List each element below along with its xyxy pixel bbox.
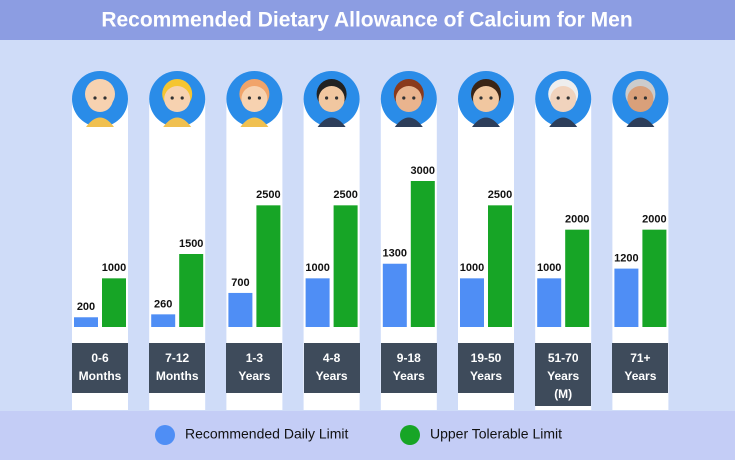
avatar-eye [402,96,406,100]
bar [642,229,667,327]
avatar-eye [257,96,261,100]
bar [382,263,407,327]
category-label: 1-3 Years [226,343,283,393]
avatar-body [86,117,114,127]
bar [333,205,358,327]
avatar-eye [247,96,251,100]
category-label: 4-8 Years [303,343,360,393]
bar [256,205,281,327]
value-label: 1000 [102,262,126,274]
value-label: 700 [231,277,249,289]
category-label: 9-18 Years [380,343,437,393]
value-label: 1300 [383,248,407,260]
title-band [0,0,735,40]
avatar-eye [566,96,570,100]
bar [74,317,98,327]
value-label: 1500 [179,238,203,250]
avatar-eye [489,96,493,100]
avatar-face [627,86,654,112]
avatar-body [626,117,655,127]
bar [488,205,512,327]
category-label: 7-12 Months [149,343,206,393]
avatar-face [395,86,422,112]
bar [410,181,435,327]
avatar-body [240,117,269,127]
avatar-body [394,117,423,127]
avatar-face [241,86,268,112]
bar [565,229,590,327]
value-label: 1000 [305,262,329,274]
avatar-face [318,86,345,112]
value-label: 2500 [256,189,280,201]
avatar-face [473,86,499,112]
avatar-eye [180,96,184,100]
category-label: 19-50 Years [458,343,514,393]
category-label: 0-6 Months [72,343,128,393]
avatar-eye [335,96,339,100]
bar [614,268,639,327]
bar [151,314,176,327]
avatar-eye [479,96,483,100]
avatar-eye [103,96,107,100]
avatar-body [317,117,346,127]
value-label: 2500 [333,189,357,201]
category-label: 71+ Years [612,343,669,393]
bar [228,292,253,327]
bar [460,278,484,327]
avatar-eye [93,96,97,100]
value-label: 1200 [614,253,638,265]
value-label: 3000 [411,165,435,177]
avatar-eye [412,96,416,100]
avatar-eye [633,96,638,100]
value-label: 2000 [565,214,589,226]
chart-title: Recommended Dietary Allowance of Calcium… [101,9,632,32]
bar [179,254,204,327]
avatar-face [164,86,191,112]
avatar-face [87,86,113,112]
avatar-body [472,117,500,127]
avatar-eye [643,96,648,100]
value-label: 200 [77,301,95,313]
bar [102,278,126,327]
legend-band [0,411,735,460]
bar [537,278,562,327]
legend-label: Recommended Daily Limit [185,426,349,442]
category-label: 51-70 Years (M) [535,343,592,406]
legend-swatch [155,425,175,445]
legend-swatch [400,425,420,445]
avatar-eye [556,96,560,100]
value-label: 1000 [460,262,484,274]
avatar-body [549,117,578,127]
value-label: 260 [154,298,172,310]
avatar-face [550,86,577,112]
value-label: 2000 [642,214,666,226]
avatar-eye [325,96,329,100]
bar [305,278,330,327]
avatar-eye [170,96,174,100]
legend-label: Upper Tolerable Limit [430,426,562,442]
avatar-body [163,117,192,127]
value-label: 2500 [488,189,512,201]
value-label: 1000 [537,262,561,274]
